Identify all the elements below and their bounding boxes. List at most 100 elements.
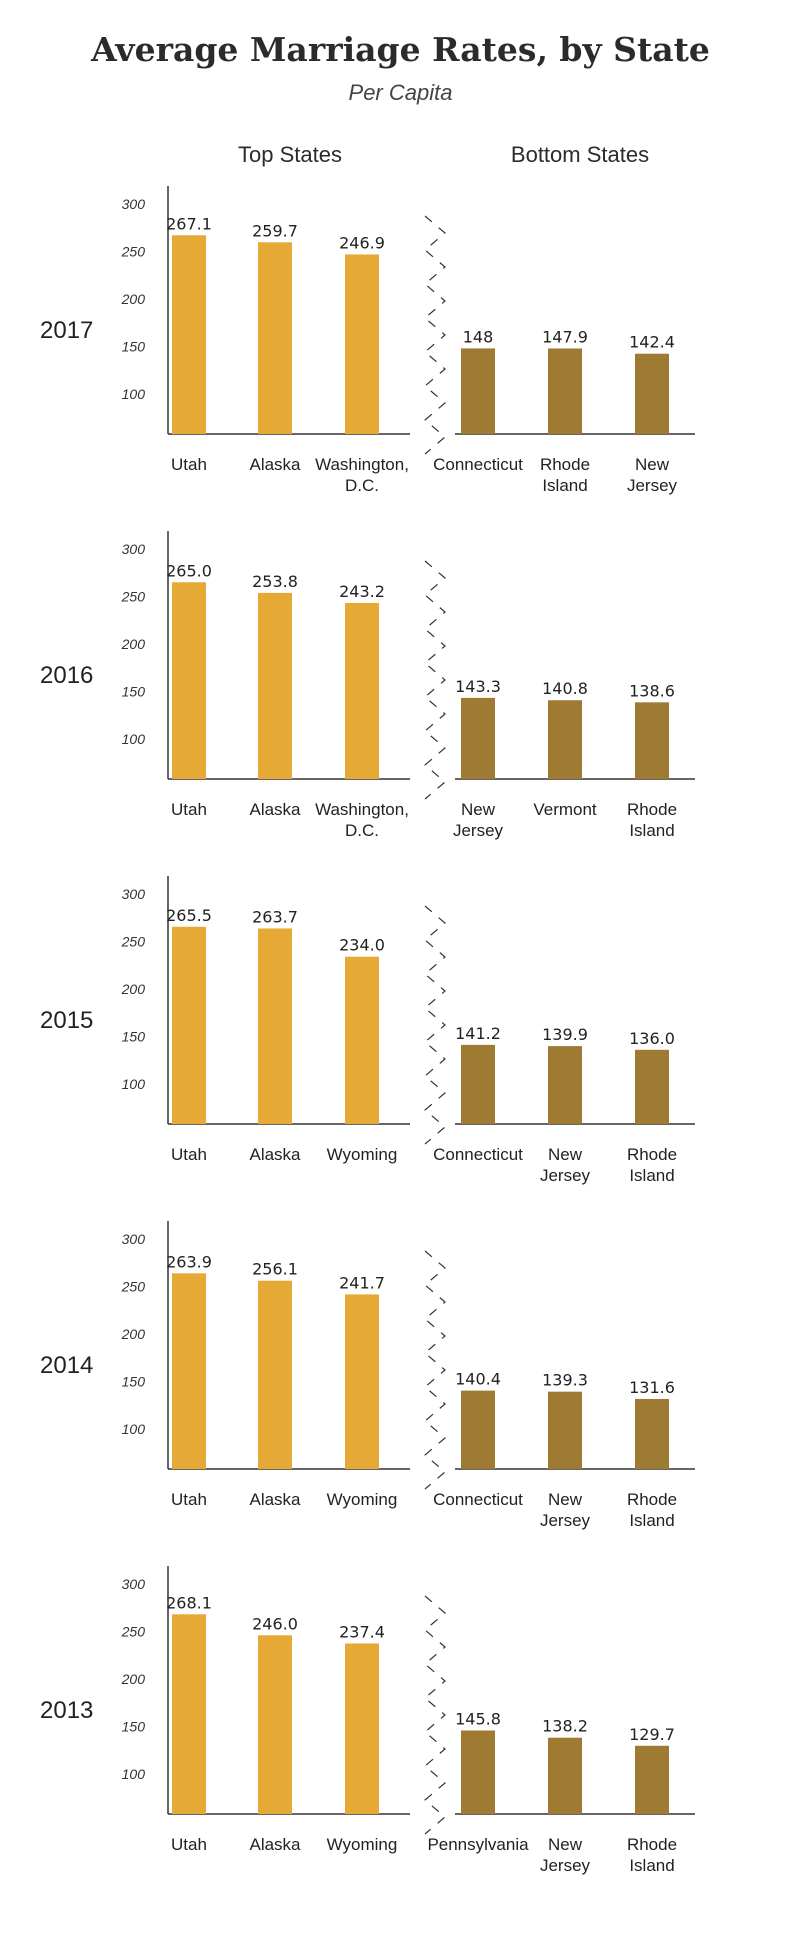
data-label: 265.0 (166, 561, 212, 580)
bar-top (258, 592, 292, 779)
data-label: 138.6 (629, 681, 675, 700)
data-label: 138.2 (542, 1717, 588, 1736)
category-label: New Jersey (453, 800, 504, 840)
y-tick-label: 200 (121, 1671, 146, 1687)
category-label: New Jersey (627, 455, 678, 495)
top-states-header: Top States (238, 142, 342, 167)
bar-bottom (548, 1391, 582, 1469)
y-tick-label: 100 (122, 1766, 146, 1782)
category-label: Wyoming (327, 1490, 398, 1509)
bar-bottom (635, 353, 669, 434)
bar-top (345, 956, 379, 1124)
bar-top (172, 926, 206, 1124)
y-tick-label: 100 (122, 386, 146, 402)
category-label: Alaska (249, 1490, 301, 1509)
bar-top (172, 582, 206, 779)
y-tick-label: 300 (122, 196, 146, 212)
bar-bottom (461, 1044, 495, 1124)
category-label: Connecticut (433, 1490, 523, 1509)
y-tick-label: 250 (121, 244, 146, 260)
chart-title: Average Marriage Rates, by State (91, 30, 710, 69)
category-label: New Jersey (540, 1835, 591, 1875)
y-tick-label: 100 (122, 731, 146, 747)
category-label: Pennsylvania (427, 1835, 529, 1854)
data-label: 234.0 (339, 936, 385, 955)
data-label: 246.0 (252, 1614, 298, 1633)
y-tick-label: 300 (122, 886, 146, 902)
bar-bottom (635, 1049, 669, 1124)
bar-bottom (548, 700, 582, 779)
data-label: 147.9 (542, 327, 588, 346)
bottom-states-header: Bottom States (510, 142, 650, 167)
y-tick-label: 300 (122, 1576, 146, 1592)
bar-top (345, 1643, 379, 1814)
data-label: 140.4 (455, 1370, 501, 1389)
data-label: 267.1 (166, 214, 212, 233)
y-tick-label: 150 (122, 1719, 146, 1735)
category-label: Rhode Island (627, 1145, 677, 1185)
axis-break-marker (424, 215, 446, 455)
category-label: New Jersey (540, 1145, 591, 1185)
y-tick-label: 250 (121, 589, 146, 605)
category-label: Washington, D.C. (315, 455, 409, 495)
y-tick-label: 150 (122, 1374, 146, 1390)
category-label: Wyoming (327, 1835, 398, 1854)
data-label: 237.4 (339, 1622, 385, 1641)
data-label: 263.7 (252, 907, 298, 926)
data-label: 139.3 (542, 1371, 588, 1390)
data-label: 145.8 (455, 1709, 501, 1728)
axis-break-marker (424, 1250, 446, 1490)
data-label: 131.6 (629, 1378, 675, 1397)
bar-top (345, 602, 379, 779)
chart-subtitle: Per Capita (348, 80, 453, 105)
category-label: Rhode Island (627, 1835, 677, 1875)
bar-bottom (548, 1737, 582, 1814)
axis-break-marker (424, 905, 446, 1145)
y-tick-label: 200 (121, 291, 146, 307)
data-label: 143.3 (455, 677, 501, 696)
y-tick-label: 300 (122, 1231, 146, 1247)
data-label: 142.4 (629, 333, 675, 352)
category-label: Alaska (249, 1145, 301, 1164)
y-tick-label: 300 (122, 541, 146, 557)
axis-break-marker (424, 1595, 446, 1835)
data-label: 243.2 (339, 582, 385, 601)
year-label: 2014 (40, 1352, 93, 1379)
data-label: 246.9 (339, 233, 385, 252)
category-label: Connecticut (433, 1145, 523, 1164)
y-tick-label: 150 (122, 684, 146, 700)
data-label: 139.9 (542, 1025, 588, 1044)
bar-top (345, 1294, 379, 1469)
y-tick-label: 250 (121, 1279, 146, 1295)
bar-bottom (461, 697, 495, 779)
bar-bottom (635, 1398, 669, 1469)
bar-top (258, 1635, 292, 1814)
year-label: 2017 (40, 317, 93, 344)
category-label: Wyoming (327, 1145, 398, 1164)
bar-top (258, 928, 292, 1124)
y-tick-label: 200 (121, 981, 146, 997)
data-label: 241.7 (339, 1273, 385, 1292)
bar-top (172, 235, 206, 434)
y-tick-label: 200 (121, 1326, 146, 1342)
data-label: 256.1 (252, 1260, 298, 1279)
y-tick-label: 100 (122, 1421, 146, 1437)
data-label: 259.7 (252, 221, 298, 240)
data-label: 268.1 (166, 1593, 212, 1612)
data-label: 140.8 (542, 679, 588, 698)
category-label: Utah (171, 1145, 207, 1164)
y-tick-label: 100 (122, 1076, 146, 1092)
bar-bottom (635, 702, 669, 779)
data-label: 141.2 (455, 1024, 501, 1043)
bar-bottom (548, 348, 582, 434)
bar-bottom (461, 348, 495, 434)
bar-bottom (548, 1046, 582, 1124)
y-tick-label: 150 (122, 339, 146, 355)
data-label: 265.5 (166, 906, 212, 925)
category-label: Rhode Island (627, 1490, 677, 1530)
category-label: Utah (171, 800, 207, 819)
bar-top (345, 254, 379, 434)
category-label: Alaska (249, 800, 301, 819)
category-label: Utah (171, 455, 207, 474)
